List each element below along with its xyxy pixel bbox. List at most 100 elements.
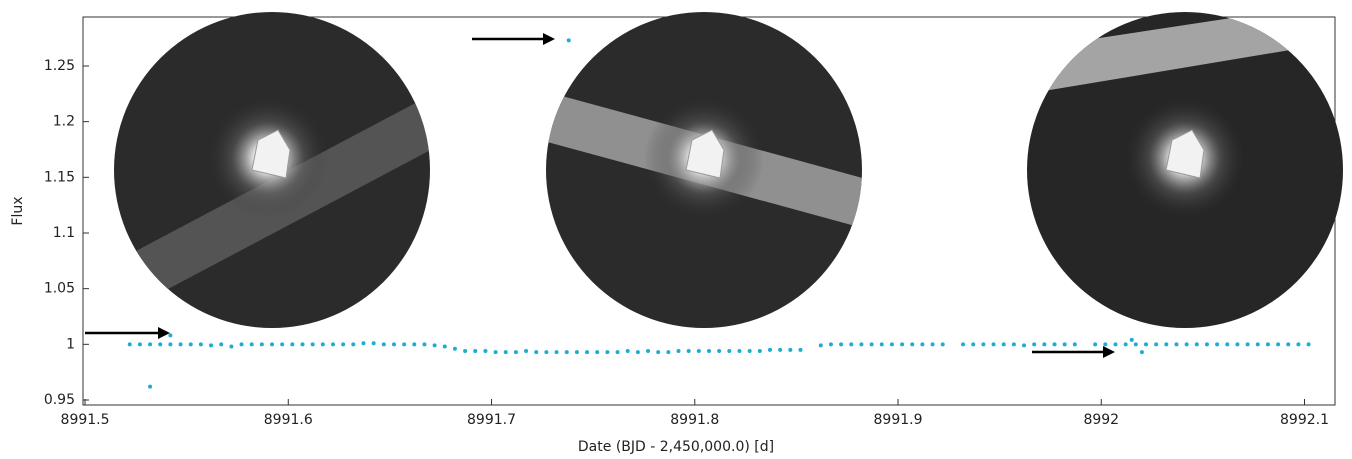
point [300, 342, 305, 347]
point [1296, 342, 1301, 347]
point [798, 347, 803, 352]
point [747, 349, 752, 354]
point [859, 342, 864, 347]
point [585, 350, 590, 355]
point [656, 350, 661, 355]
point [1139, 350, 1144, 355]
x-tick-label: 8991.8 [670, 412, 719, 428]
point [259, 342, 264, 347]
point [442, 344, 447, 349]
x-tick-label: 8991.9 [874, 412, 923, 428]
point [900, 342, 905, 347]
point [635, 350, 640, 355]
point [930, 342, 935, 347]
x-tick-label: 8992.1 [1280, 412, 1329, 428]
point [727, 349, 732, 354]
point [1143, 342, 1148, 347]
point [483, 349, 488, 354]
point [1093, 342, 1098, 347]
point [1225, 342, 1230, 347]
inset-image [1027, 12, 1343, 328]
point [249, 342, 254, 347]
arrow [85, 33, 1115, 358]
point [1032, 342, 1037, 347]
point [361, 341, 366, 346]
point [1133, 342, 1138, 347]
point [778, 347, 783, 352]
point [879, 342, 884, 347]
point [818, 343, 823, 348]
point [696, 349, 701, 354]
y-tick-label: 1.15 [44, 169, 75, 185]
point [767, 347, 772, 352]
point [961, 342, 966, 347]
point [1255, 342, 1260, 347]
point [1154, 342, 1159, 347]
point [676, 349, 681, 354]
point [889, 342, 894, 347]
point [971, 342, 976, 347]
point [625, 349, 630, 354]
point [513, 350, 518, 355]
point [412, 342, 417, 347]
point [1265, 342, 1270, 347]
point [351, 342, 356, 347]
x-tick-label: 8992 [1083, 412, 1119, 428]
point [422, 342, 427, 347]
point [1174, 342, 1179, 347]
point [209, 343, 214, 348]
point [566, 38, 571, 43]
point [1042, 342, 1047, 347]
point [686, 349, 691, 354]
point [1103, 342, 1108, 347]
point [574, 350, 579, 355]
point [1123, 342, 1128, 347]
point [452, 346, 457, 351]
point [1194, 342, 1199, 347]
point [137, 342, 142, 347]
point [595, 350, 600, 355]
inset-image [114, 12, 430, 328]
point [1235, 342, 1240, 347]
y-tick-label: 1.05 [44, 281, 75, 297]
point [320, 342, 325, 347]
x-tick-label: 8991.7 [467, 412, 516, 428]
point [839, 342, 844, 347]
y-tick-label: 1.2 [53, 114, 75, 130]
point [1276, 342, 1281, 347]
point [280, 342, 285, 347]
point [463, 349, 468, 354]
point [1001, 342, 1006, 347]
point [615, 350, 620, 355]
point [544, 350, 549, 355]
point [981, 342, 986, 347]
point [148, 384, 153, 389]
point [940, 342, 945, 347]
point [219, 342, 224, 347]
point [381, 342, 386, 347]
point [503, 350, 508, 355]
point [341, 342, 346, 347]
point [402, 342, 407, 347]
point [1072, 342, 1077, 347]
point [168, 333, 173, 338]
x-tick-label: 8991.6 [264, 412, 313, 428]
point [493, 350, 498, 355]
point [290, 342, 295, 347]
point [605, 350, 610, 355]
point [1113, 342, 1118, 347]
point [910, 342, 915, 347]
y-axis-label: Flux [10, 196, 26, 225]
point [239, 342, 244, 347]
point [1062, 342, 1067, 347]
x-tick-label: 8991.5 [61, 412, 110, 428]
point [1204, 342, 1209, 347]
point [127, 342, 132, 347]
point [1306, 342, 1311, 347]
point [158, 342, 163, 347]
point [1184, 342, 1189, 347]
y-tick-label: 1.25 [44, 58, 75, 74]
point [1286, 342, 1291, 347]
point [188, 342, 193, 347]
